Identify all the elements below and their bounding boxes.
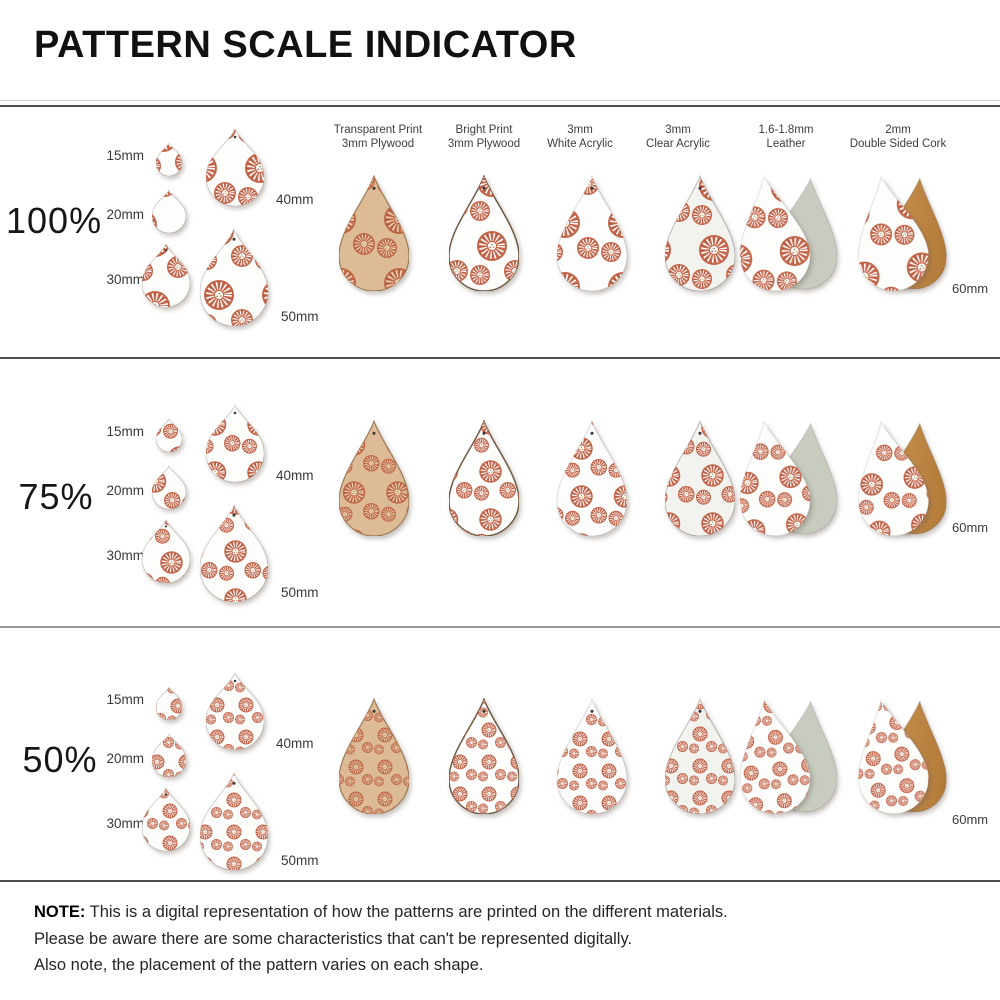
scale-row-75: 75% 15mm: [0, 372, 1000, 634]
teardrop-40mm: [206, 404, 264, 482]
back-size-label-60mm: 60mm: [952, 812, 989, 827]
teardrop-material-clear-acrylic: [665, 175, 735, 291]
teardrop-material-white-acrylic: [557, 698, 627, 814]
divider-above-note: [0, 880, 1000, 882]
teardrop-material-plywood-bright: [449, 420, 519, 536]
note-line-1: NOTE: This is a digital representation o…: [34, 903, 728, 921]
size-label-30mm: 30mm: [106, 272, 144, 287]
teardrop-50mm: [200, 772, 268, 870]
scale-percent-label: 50%: [22, 739, 98, 780]
teardrop-20mm: [152, 733, 186, 777]
teardrop-40mm: [206, 128, 264, 206]
size-label-15mm: 15mm: [106, 692, 144, 707]
teardrop-material-leather: [739, 420, 811, 537]
teardrop-40mm: [206, 672, 264, 750]
size-label-20mm: 20mm: [106, 207, 144, 222]
teardrop-material-plywood-transparent: [339, 698, 409, 814]
size-label-50mm: 50mm: [281, 585, 319, 600]
size-label-30mm: 30mm: [106, 548, 144, 563]
teardrop-15mm: [156, 686, 182, 720]
teardrop-50mm: [200, 228, 268, 326]
scale-row-50: 50% 15mm: [0, 636, 1000, 898]
material-header-plywood-transparent: Transparent Print 3mm Plywood: [333, 124, 423, 150]
size-label-15mm: 15mm: [106, 148, 144, 163]
teardrop-material-clear-acrylic: [665, 698, 735, 814]
note-text: NOTE: This is a digital representation o…: [34, 899, 728, 979]
note-prefix: NOTE:: [34, 903, 86, 921]
teardrop-material-cork: [858, 420, 930, 537]
scale-percent-label: 100%: [6, 200, 103, 241]
teardrop-material-plywood-bright: [449, 175, 519, 291]
teardrop-material-plywood-transparent: [339, 420, 409, 536]
divider-row-75-50: [0, 626, 1000, 628]
size-label-50mm: 50mm: [281, 309, 319, 324]
teardrop-material-leather: [739, 175, 811, 292]
material-header-cork: 2mm Double Sided Cork: [849, 124, 947, 150]
size-label-15mm: 15mm: [106, 424, 144, 439]
teardrop-15mm: [156, 142, 182, 176]
teardrop-30mm: [142, 787, 190, 851]
size-label-30mm: 30mm: [106, 816, 144, 831]
size-label-40mm: 40mm: [276, 192, 314, 207]
divider-row-100-75: [0, 357, 1000, 359]
page-title: PATTERN SCALE INDICATOR: [34, 24, 577, 66]
material-header-clear-acrylic: 3mm Clear Acrylic: [646, 124, 710, 150]
scale-percent-label: 75%: [18, 476, 94, 517]
size-label-40mm: 40mm: [276, 468, 314, 483]
back-size-label-60mm: 60mm: [952, 520, 989, 535]
teardrop-material-cork: [858, 175, 930, 292]
size-label-40mm: 40mm: [276, 736, 314, 751]
teardrop-material-plywood-bright: [449, 698, 519, 814]
size-label-20mm: 20mm: [106, 751, 144, 766]
scale-row-100: 100% Transparent Print 3mm Plywood Brigh…: [0, 112, 1000, 374]
divider-under-title-light: [0, 100, 1000, 101]
teardrop-30mm: [142, 243, 190, 307]
note-line-2: Please be aware there are some character…: [34, 929, 633, 948]
teardrop-material-clear-acrylic: [665, 420, 735, 536]
teardrop-material-white-acrylic: [557, 420, 627, 536]
teardrop-20mm: [152, 465, 186, 509]
teardrop-15mm: [156, 418, 182, 452]
note-line-3: Also note, the placement of the pattern …: [34, 956, 484, 974]
size-label-20mm: 20mm: [106, 483, 144, 498]
material-header-leather: 1.6-1.8mm Leather: [758, 124, 814, 150]
back-size-label-60mm: 60mm: [952, 281, 989, 296]
teardrop-20mm: [152, 189, 186, 233]
teardrop-material-cork: [858, 698, 930, 815]
teardrop-material-white-acrylic: [557, 175, 627, 291]
teardrop-material-plywood-transparent: [339, 175, 409, 291]
size-label-50mm: 50mm: [281, 853, 319, 868]
divider-under-title: [0, 105, 1000, 107]
material-header-plywood-bright: Bright Print 3mm Plywood: [447, 124, 521, 150]
teardrop-30mm: [142, 519, 190, 583]
material-header-white-acrylic: 3mm White Acrylic: [547, 124, 613, 150]
teardrop-50mm: [200, 504, 268, 602]
teardrop-material-leather: [739, 698, 811, 815]
